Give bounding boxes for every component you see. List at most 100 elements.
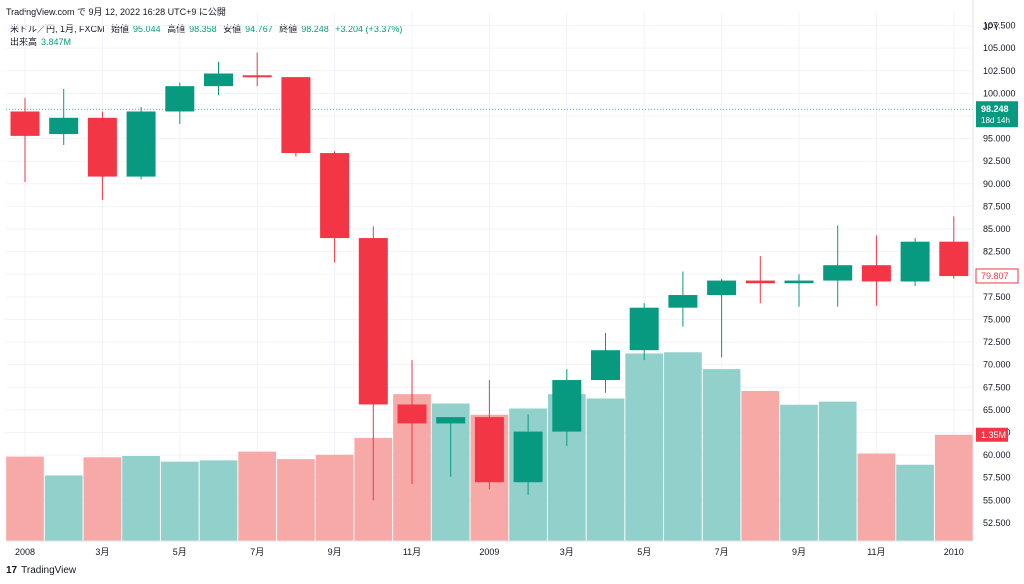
x-tick-label: 11月 (403, 547, 421, 557)
candle-body (204, 73, 233, 87)
x-tick-label: 9月 (328, 547, 342, 557)
brand-label: TradingView (21, 565, 77, 576)
y-tick-label: 92.500 (983, 156, 1011, 166)
volume-bar (741, 391, 780, 541)
low-label: 安値 (223, 24, 242, 34)
candle-body (823, 265, 853, 281)
candle-body (397, 404, 427, 424)
y-tick-label: 100.000 (983, 88, 1016, 98)
close-label: 終値 (279, 24, 298, 34)
x-tick-label: 2010 (944, 547, 964, 557)
candle-body (358, 238, 388, 405)
candle-body (320, 153, 350, 239)
symbol-label[interactable]: 米ドル／円, 1月, FXCM (10, 24, 105, 34)
x-tick-label: 5月 (637, 547, 651, 557)
candle-body (49, 117, 79, 135)
volume-bar (238, 451, 277, 541)
y-tick-label: 90.000 (983, 179, 1011, 189)
volume-value: 3.847M (41, 37, 72, 47)
candle-body (513, 431, 543, 483)
volume-bar (664, 352, 702, 541)
y-tick-label: 72.500 (983, 337, 1011, 347)
candle-body (436, 417, 466, 424)
volume-bar (199, 460, 238, 541)
close-value: 98.248 (301, 24, 329, 34)
volume-bar (44, 475, 83, 541)
candle-body (629, 307, 659, 351)
currency-label: JPY (983, 22, 1000, 32)
volume-bar (122, 456, 160, 541)
y-tick-label: 85.000 (983, 224, 1011, 234)
volume-bar (586, 398, 625, 541)
x-tick-label: 5月 (173, 547, 187, 557)
x-tick-label: 11月 (867, 547, 885, 557)
high-value: 98.358 (189, 24, 217, 34)
candle-body (165, 86, 195, 112)
y-tick-label: 102.500 (983, 66, 1016, 76)
volume-bar (934, 434, 973, 541)
y-tick-label: 70.000 (983, 360, 1011, 370)
y-tick-label: 60.000 (983, 450, 1011, 460)
candle-body (10, 111, 40, 136)
y-tick-label: 75.000 (983, 314, 1011, 324)
countdown-label: 18d 14h (981, 116, 1010, 125)
tradingview-brand[interactable]: 17 TradingView (6, 565, 76, 576)
volume-label[interactable]: 出来高 (10, 37, 38, 47)
candle-body (87, 117, 117, 177)
low-value: 94.767 (245, 24, 273, 34)
volume-legend: 出来高 3.847M (10, 35, 71, 48)
open-value: 95.044 (133, 24, 161, 34)
last-price-box (976, 101, 1018, 128)
y-tick-label: 55.000 (983, 495, 1011, 505)
volume-bar (315, 454, 354, 541)
candle-body (242, 75, 272, 78)
published-caption: TradingView.com で 9月 12, 2022 16:28 UTC+… (6, 7, 226, 17)
volume-bar (702, 369, 741, 541)
x-tick-label: 9月 (792, 547, 806, 557)
ohlc-legend: 米ドル／円, 1月, FXCM 始値 95.044 高値 98.358 安値 94.7… (10, 22, 406, 35)
volume-bar (160, 461, 199, 541)
candles (10, 52, 969, 501)
candle-body (900, 241, 930, 282)
last-price-label: 98.248 (981, 104, 1009, 114)
candle-body (707, 280, 737, 296)
candle-body (668, 295, 698, 308)
price-marker-label: 79.807 (981, 271, 1009, 281)
price-marker-box (975, 268, 1019, 284)
y-tick-label: 82.500 (983, 247, 1011, 257)
volume-bar (780, 404, 818, 541)
volume-bar (896, 464, 934, 541)
volume-bar (625, 353, 664, 541)
volume-marker-label: 1.35M (981, 430, 1006, 440)
volume-bar (277, 459, 315, 541)
y-tick-label: 87.500 (983, 201, 1011, 211)
x-tick-label: 2009 (479, 547, 499, 557)
high-label: 高値 (167, 24, 186, 34)
y-tick-label: 107.500 (983, 21, 1016, 31)
candle-body (281, 77, 311, 154)
y-tick-label: 65.000 (983, 405, 1011, 415)
y-tick-label: 77.500 (983, 292, 1011, 302)
y-tick-label: 95.000 (983, 134, 1011, 144)
candle-body (745, 280, 775, 284)
open-label: 始値 (111, 24, 130, 34)
candle-body (939, 241, 969, 277)
volume-bar (818, 401, 857, 541)
volume-marker-box (976, 427, 1008, 442)
y-tick-label: 52.500 (983, 518, 1011, 528)
volume-bar (6, 456, 44, 541)
volume-bar (83, 457, 122, 541)
x-tick-label: 7月 (715, 547, 729, 557)
tradingview-logo-icon: 17 (6, 565, 18, 576)
x-tick-label: 3月 (560, 547, 574, 557)
x-tick-label: 3月 (95, 547, 109, 557)
candle-body (591, 350, 620, 381)
candle-body (552, 380, 582, 432)
change-value: +3.204 (+3.37%) (335, 24, 403, 34)
candle-body (126, 111, 156, 177)
candle-body (861, 265, 891, 282)
y-tick-label: 57.500 (983, 473, 1011, 483)
volume-bar (857, 453, 896, 541)
